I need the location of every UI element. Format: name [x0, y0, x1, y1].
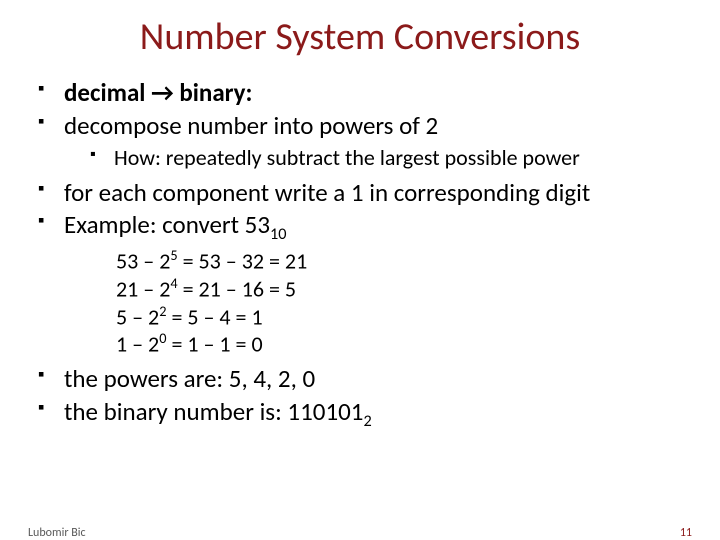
bullet-decimal-binary: decimal → binary:	[38, 78, 692, 109]
footer-author: Lubomir Bic	[28, 526, 86, 540]
slide-title: Number System Conversions	[0, 14, 720, 60]
bullet-text: decimal → binary:	[64, 77, 252, 108]
calc-line-1: 53 – 25 = 53 – 32 = 21	[116, 247, 692, 275]
footer: Lubomir Bic 11	[28, 526, 692, 540]
bullet-text: for each component write a 1 in correspo…	[64, 177, 590, 208]
slide-body: decimal → binary: decompose number into …	[38, 78, 692, 431]
calc-a: 21 – 2	[116, 275, 170, 302]
calc-b: = 53 – 32 = 21	[178, 247, 308, 274]
calc-line-4: 1 – 20 = 1 – 1 = 0	[116, 330, 692, 358]
bullet-decompose: decompose number into powers of 2 How: r…	[38, 111, 692, 172]
bullet-text: decompose number into powers of 2	[64, 110, 438, 141]
bullet-text: Example: convert 53	[64, 209, 270, 240]
subscript: 10	[270, 225, 286, 244]
slide: Number System Conversions decimal → bina…	[0, 14, 720, 540]
sub-bullet-list: How: repeatedly subtract the largest pos…	[64, 145, 692, 172]
bullet-powers: the powers are: 5, 4, 2, 0	[38, 364, 692, 395]
footer-page-number: 11	[680, 526, 692, 540]
bullet-text: the powers are: 5, 4, 2, 0	[64, 363, 315, 394]
bullet-binary-number: the binary number is: 1101012	[38, 397, 692, 432]
calc-exp: 5	[170, 246, 177, 264]
bullet-how: How: repeatedly subtract the largest pos…	[90, 145, 692, 172]
calc-exp: 4	[170, 274, 177, 292]
calc-b: = 5 – 4 = 1	[166, 303, 262, 330]
calc-a: 5 – 2	[116, 303, 159, 330]
calc-b: = 1 – 1 = 0	[166, 331, 262, 358]
bullet-example: Example: convert 5310 53 – 25 = 53 – 32 …	[38, 210, 692, 358]
calc-line-3: 5 – 22 = 5 – 4 = 1	[116, 303, 692, 331]
calculation-block: 53 – 25 = 53 – 32 = 21 21 – 24 = 21 – 16…	[116, 247, 692, 358]
calc-a: 1 – 2	[116, 331, 159, 358]
calc-a: 53 – 2	[116, 247, 170, 274]
calc-line-2: 21 – 24 = 21 – 16 = 5	[116, 275, 692, 303]
calc-b: = 21 – 16 = 5	[178, 275, 296, 302]
bullet-each-component: for each component write a 1 in correspo…	[38, 178, 692, 209]
subscript: 2	[363, 412, 371, 431]
bullet-list: decimal → binary: decompose number into …	[38, 78, 692, 431]
bullet-text: How: repeatedly subtract the largest pos…	[114, 144, 580, 171]
bullet-text: the binary number is: 110101	[64, 396, 363, 427]
